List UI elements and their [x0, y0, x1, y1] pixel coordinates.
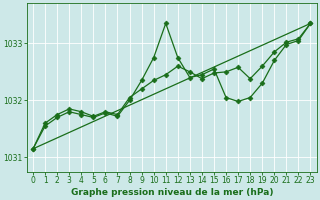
X-axis label: Graphe pression niveau de la mer (hPa): Graphe pression niveau de la mer (hPa) — [70, 188, 273, 197]
